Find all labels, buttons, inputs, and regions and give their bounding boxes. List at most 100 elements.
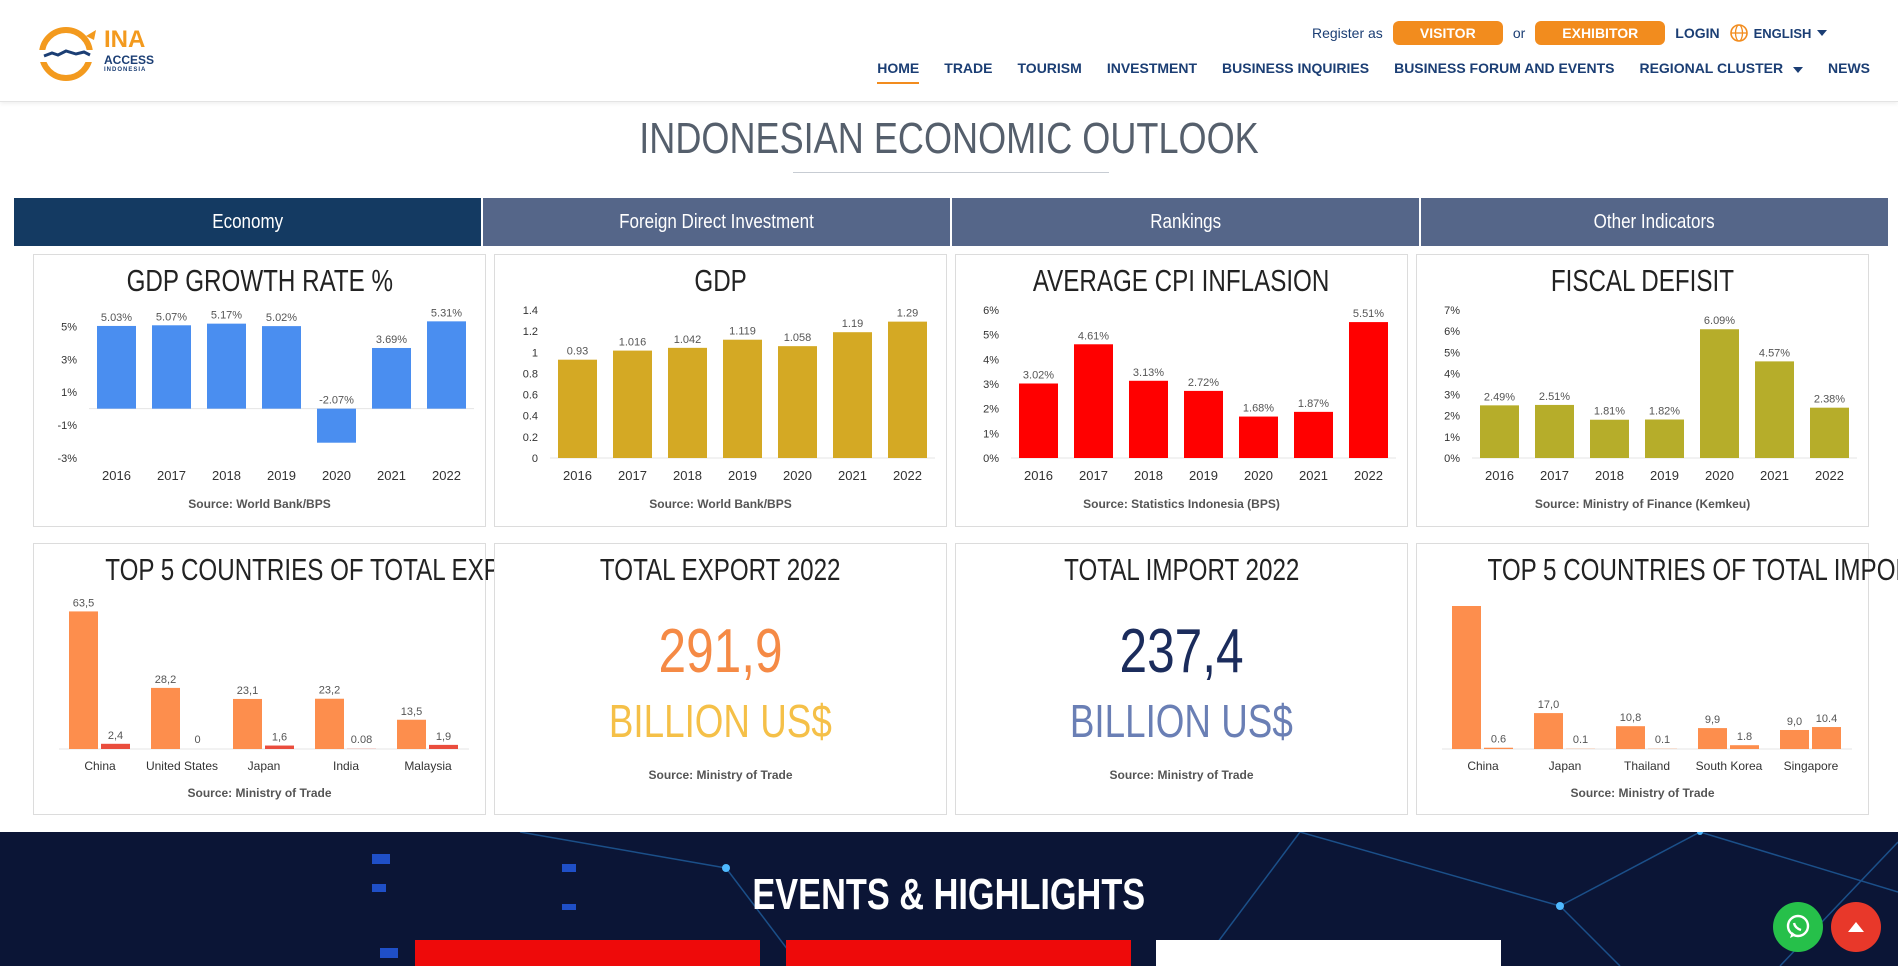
card-title: GDP [495,263,946,299]
card-title: TOP 5 COUNTRIES OF TOTAL IMPORT 2022 [1417,552,1898,588]
visitor-button[interactable]: VISITOR [1392,21,1503,45]
x-tick-label: Thailand [1624,759,1670,773]
nav-home[interactable]: HOME [877,60,920,84]
x-tick-label: Japan [248,759,281,773]
y-tick-label: 5% [1444,347,1460,359]
y-tick-label: -1% [57,420,77,432]
x-tick-label: 2021 [1299,468,1328,483]
card-title-text: GDP GROWTH RATE % [126,263,393,298]
scroll-top-button[interactable] [1831,902,1881,952]
card-source: Source: Statistics Indonesia (BPS) [1083,497,1280,511]
whatsapp-button[interactable] [1773,902,1823,952]
y-tick-label: 0 [532,453,538,465]
tab-rankings[interactable]: Rankings [952,198,1419,246]
x-tick-label: 2016 [1024,468,1053,483]
top-import-chart: 0.6 China 17,0 0.1 Japan 10,8 0.1 Thailand 9,9 1.… [1442,606,1852,773]
whatsapp-icon [1786,914,1810,938]
language-selector[interactable]: ENGLISH [1729,24,1828,42]
data-label: 1.87% [1298,398,1329,410]
card-source: Source: Ministry of Finance (Kemkeu) [1534,497,1751,511]
y-tick-label: 5% [983,330,999,342]
bar [668,347,707,458]
ina-access-logo[interactable]: INA ACCESS INDONESIA [34,20,164,84]
nav-regional-cluster[interactable]: REGIONAL CLUSTER [1639,60,1803,84]
bar [152,325,191,409]
card-title: TOTAL IMPORT 2022 [956,552,1407,588]
bar [1700,329,1739,458]
bar [833,332,872,458]
y-tick-label: 1.4 [523,305,538,317]
y-tick-label: 2% [1444,411,1460,423]
x-tick-label: 2021 [838,468,867,483]
card-title: TOTAL EXPORT 2022 [495,552,946,588]
nav-tourism[interactable]: TOURISM [1017,60,1082,76]
nav-news[interactable]: NEWS [1828,60,1870,76]
data-label: 1,6 [272,732,287,744]
x-tick-label: 2020 [1705,468,1734,483]
fiscal-card: FISCAL DEFISIT 7% 6% 5% 4% 3% 2% 1% 0% 2.49% 2016… [1416,254,1869,527]
tab-economy[interactable]: Economy [14,198,481,246]
x-tick-label: 2022 [432,468,461,483]
bar [427,321,466,409]
nav-investment[interactable]: INVESTMENT [1106,60,1198,76]
y-tick-label: 1% [983,428,999,440]
data-label: 1.119 [729,326,756,338]
y-tick-label: 0.4 [523,411,538,423]
tab-fdi[interactable]: Foreign Direct Investment [483,198,950,246]
bar-series-2 [265,745,294,749]
event-card[interactable] [415,940,760,966]
data-label: 0.93 [567,346,588,358]
y-tick-label: 0% [983,453,999,465]
top-export-card: TOP 5 COUNTRIES OF TOTAL EXPORT 2022 63,… [33,543,611,815]
tab-other-indicators[interactable]: Other Indicators [1421,198,1888,246]
x-tick-label: 2022 [1354,468,1383,483]
exhibitor-button[interactable]: EXHIBITOR [1535,21,1666,45]
bar-series-2 [101,743,130,749]
x-tick-label: 2017 [1540,468,1569,483]
nav-business-forum[interactable]: BUSINESS FORUM AND EVENTS [1394,60,1615,76]
data-label: 2,4 [108,730,123,742]
x-tick-label: 2017 [1079,468,1108,483]
bar-series-1 [315,698,344,749]
fiscal-chart: 7% 6% 5% 4% 3% 2% 1% 0% 2.49% 2016 2.51% 2017 1.81% 2… [1444,305,1857,483]
x-tick-label: 2018 [1134,468,1163,483]
data-label: 23,1 [237,685,258,697]
x-tick-label: Malaysia [404,759,452,773]
event-card[interactable] [1156,940,1501,966]
x-tick-label: 2019 [1189,468,1218,483]
y-tick-label: 5% [61,321,77,333]
chevron-down-icon [1817,30,1828,36]
data-label: 2.38% [1814,394,1845,406]
cpi-card: AVERAGE CPI INFLASION 6% 5% 4% 3% 2% 1% 0% 3.02… [955,254,1408,527]
event-card[interactable] [786,940,1131,966]
x-tick-label: 2022 [1815,468,1844,483]
x-tick-label: South Korea [1696,759,1763,773]
x-tick-label: 2021 [377,468,406,483]
bar-series-2 [1812,727,1841,749]
bar [1074,344,1113,458]
bar [723,339,762,458]
x-tick-label: 2020 [322,468,351,483]
top-export-chart: 63,5 2,4 China 28,2 0 United States 23,1 1,6 Jap… [59,597,469,773]
bar-series-1 [1616,726,1645,749]
data-label: 5.31% [431,307,462,319]
register-label: Register as [1312,25,1383,41]
bar-series-2 [1730,745,1759,749]
y-tick-label: 6% [983,305,999,317]
nav-trade[interactable]: TRADE [944,60,993,76]
login-link[interactable]: LOGIN [1675,25,1720,41]
data-label: 1.29 [897,308,918,320]
nav-business-inquiries[interactable]: BUSINESS INQUIRIES [1222,60,1370,76]
y-tick-label: 2% [983,404,999,416]
x-tick-label: 2017 [157,468,186,483]
x-tick-label: 2016 [563,468,592,483]
x-tick-label: 2021 [1760,468,1789,483]
data-label: 2.51% [1539,391,1570,403]
x-tick-label: 2016 [102,468,131,483]
y-tick-label: 3% [61,354,77,366]
card-title: GDP GROWTH RATE % [34,263,485,299]
card-title-text: TOTAL EXPORT 2022 [600,552,841,587]
top-import-card: TOP 5 COUNTRIES OF TOTAL IMPORT 2022 0.6… [1416,543,1898,815]
bar [1129,380,1168,458]
y-tick-label: 3% [1444,390,1460,402]
